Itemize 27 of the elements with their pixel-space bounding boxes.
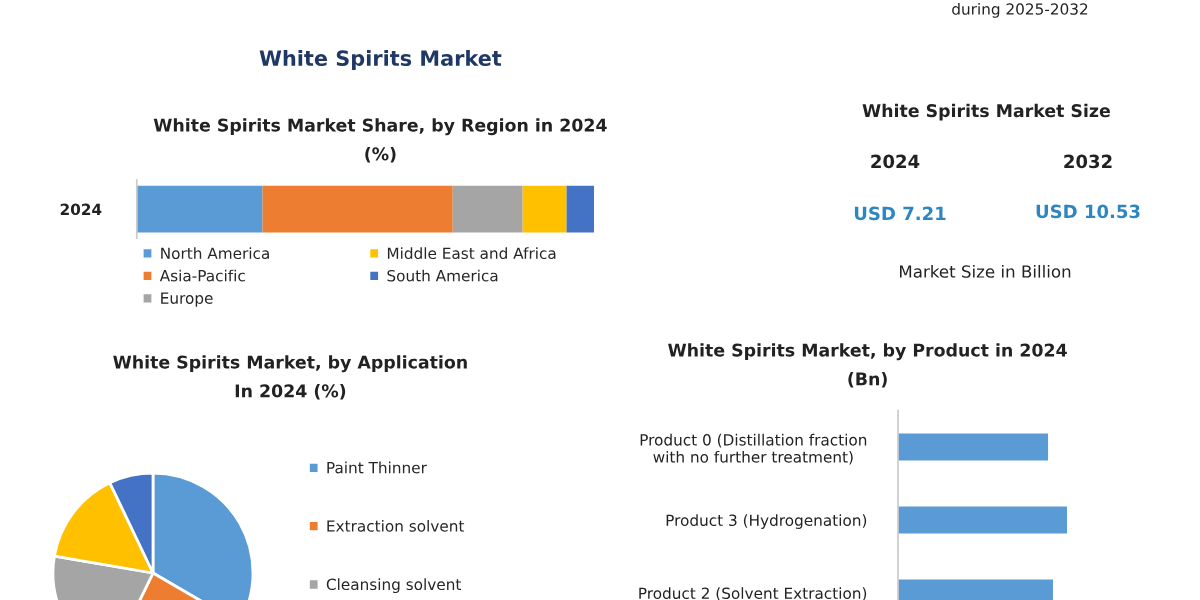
text: White Spirits Market Size [862,103,1110,121]
legend-label: Paint Thinner [327,461,427,474]
chart-title: White Spirits Market, by Application In 2024 (%) [113,355,467,400]
y-tick-label: Product 0 (Distillation fraction with no further treatment) [640,433,867,465]
text: 2024 [60,203,102,216]
text: USD 10.53 [1036,204,1140,219]
y-tick-label: Product 2 (Solvent Extraction) [639,587,867,600]
text: White Spirits Market [259,49,502,71]
y-tick-label: Product 3 (Hydrogenation) [666,514,867,529]
bar [136,185,263,233]
bar [262,185,453,233]
bar [522,185,567,233]
text: White Spirits Market Share, by Region in 2024 (%) [153,118,607,163]
legend-label: North America [161,247,269,260]
chart-title: White Spirits Market, by Product in 2024 (Bn) [668,343,1067,388]
text: 2032 [1064,154,1112,169]
text: USD 7.21 [854,206,946,221]
legend-label: Cleansing solvent [326,578,462,594]
legend-label: Middle East and Africa [387,247,556,260]
legend-label: Europe [161,292,213,307]
bar [566,185,594,233]
text: Market Size in Billion [899,264,1071,278]
bar [452,185,523,233]
text: during 2025-2032 [952,3,1088,18]
legend-label: South America [387,269,498,282]
legend-label: Asia-Pacific [159,269,245,282]
legend-label: Extraction solvent [327,519,465,532]
